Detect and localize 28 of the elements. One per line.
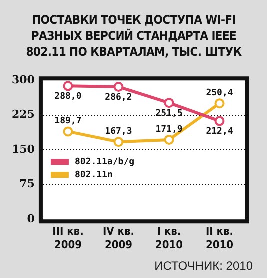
data-label: 250,4 (206, 88, 234, 98)
y-tick-label: 300 (12, 73, 36, 86)
point (114, 82, 124, 92)
data-label: 288,0 (54, 92, 82, 102)
point (214, 116, 225, 126)
chart-title: ПОСТАВКИ ТОЧЕК ДОСТУПА WI-FI РАЗНЫХ ВЕРСИЙ СТАНДАРТА IEEE 802.11 ПО КВАРТАЛАМ, ТЫС. ШТУК (25, 12, 243, 60)
x-tick-label: I кв. 2010 (155, 225, 184, 252)
y-tick-label: 75 (20, 178, 35, 191)
legend-label: 802.11n (74, 170, 113, 180)
point (214, 98, 225, 109)
x-tick-label: II кв. 2010 (206, 225, 234, 252)
data-label: 286,2 (105, 92, 132, 103)
data-label: 171,9 (156, 124, 183, 135)
point (164, 98, 174, 108)
x-tick-label: III кв. 2009 (52, 225, 84, 252)
y-tick-label: 150 (12, 142, 36, 156)
point (63, 126, 74, 137)
y-tick-label: 0 (27, 212, 36, 226)
data-label: 189,7 (54, 116, 82, 127)
data-label: 167,3 (105, 126, 132, 137)
data-label: 212,4 (206, 127, 234, 138)
x-tick-label: IV кв. 2009 (102, 225, 134, 252)
point (114, 137, 124, 148)
point (63, 81, 74, 92)
point (164, 134, 174, 145)
legend-label: 802.11a/b/g (74, 157, 135, 168)
y-tick-label: 225 (12, 108, 35, 122)
text: ИСТОЧНИК: 2010 (154, 259, 253, 273)
